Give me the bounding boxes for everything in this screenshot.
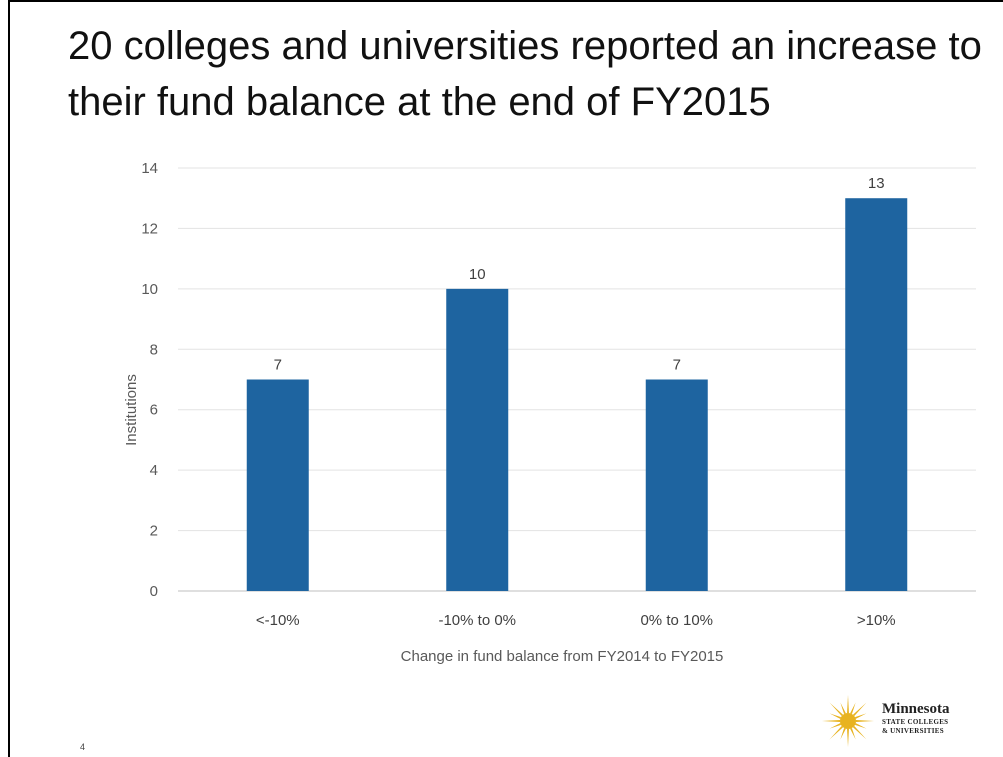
x-tick-label: -10% to 0% <box>438 612 516 629</box>
x-tick-label: 0% to 10% <box>640 612 713 629</box>
sun-ray <box>850 727 856 740</box>
bar <box>845 198 908 591</box>
x-tick-label: <-10% <box>256 612 300 629</box>
sun-center <box>840 713 856 729</box>
sun-ray <box>854 713 867 719</box>
gridlines <box>178 167 976 592</box>
y-tick-label: 10 <box>141 281 158 298</box>
logo-line-2: STATE COLLEGES <box>882 718 949 726</box>
sun-ray <box>822 720 841 722</box>
sun-ray <box>847 728 849 747</box>
y-tick-label: 14 <box>141 160 158 177</box>
sun-ray <box>829 723 842 729</box>
sun-ray <box>855 720 874 722</box>
sun-ray <box>847 695 849 714</box>
x-tick-label: >10% <box>857 612 896 629</box>
sun-ray <box>852 725 867 740</box>
data-label: 7 <box>274 357 282 374</box>
sun-ray <box>854 723 867 729</box>
bar <box>246 379 309 591</box>
sun-ray <box>852 702 867 717</box>
sunburst-logo-icon <box>822 695 874 747</box>
bars <box>246 198 908 591</box>
slide-border-left <box>8 0 10 757</box>
y-tick-label: 2 <box>150 523 158 540</box>
slide-title: 20 colleges and universities reported an… <box>68 24 982 124</box>
minnesota-state-logo: Minnesota STATE COLLEGES & UNIVERSITIES <box>818 693 978 749</box>
sun-ray <box>840 727 846 740</box>
data-label: 7 <box>673 357 681 374</box>
data-labels: 7 10 7 13 <box>274 175 885 373</box>
logo-line-1: Minnesota <box>882 701 950 717</box>
bar <box>446 288 509 591</box>
slide-border-top <box>8 0 1003 2</box>
x-axis-title: Change in fund balance from FY2014 to FY… <box>401 648 724 665</box>
y-tick-label: 0 <box>150 583 158 600</box>
y-tick-label: 8 <box>150 341 158 358</box>
y-axis-title: Institutions <box>123 374 140 446</box>
sun-ray <box>829 725 844 740</box>
data-label: 10 <box>469 266 486 283</box>
y-tick-labels: 0 2 4 6 8 10 12 14 <box>141 160 158 600</box>
logo-line-3: & UNIVERSITIES <box>882 727 944 735</box>
data-label: 13 <box>868 175 885 192</box>
sun-ray <box>850 702 856 715</box>
sun-ray <box>829 702 844 717</box>
bar <box>645 379 708 591</box>
y-tick-label: 6 <box>150 402 158 419</box>
y-tick-label: 4 <box>150 462 158 479</box>
y-tick-label: 12 <box>141 220 158 237</box>
sun-ray <box>840 702 846 715</box>
x-tick-labels: <-10% -10% to 0% 0% to 10% >10% <box>256 612 896 629</box>
page-number: 4 <box>80 742 86 752</box>
sun-ray <box>829 713 842 719</box>
